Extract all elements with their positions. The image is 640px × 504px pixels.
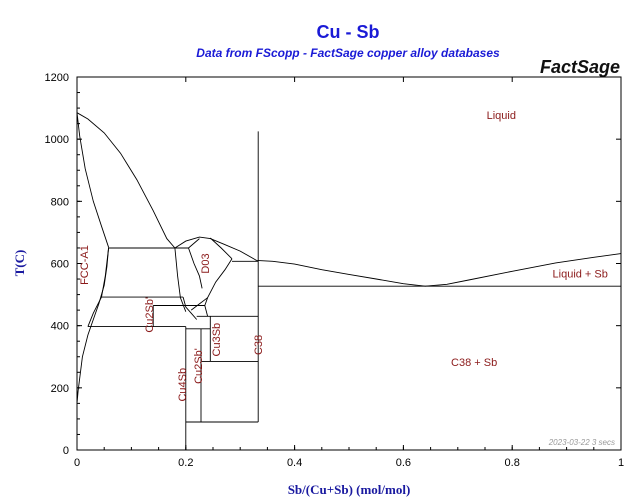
boundary-fcc-left-tail bbox=[76, 390, 79, 404]
chart-title: Cu - Sb bbox=[317, 22, 380, 42]
boundary-fcc-solidus bbox=[76, 112, 110, 248]
x-tick-label: 0.2 bbox=[178, 457, 193, 469]
factsage-logo-text: FactSage bbox=[540, 57, 620, 77]
region-label-liquid: Liquid bbox=[487, 110, 516, 122]
region-label-d03: D03 bbox=[200, 253, 212, 273]
timestamp-stamp: 2023-03-22 3 secs bbox=[548, 438, 615, 447]
y-tick-label: 0 bbox=[63, 445, 69, 457]
boundary-cu2sb-left bbox=[182, 296, 198, 320]
region-label-cu3sb: Cu3Sb bbox=[211, 323, 223, 357]
x-tick-label: 0.6 bbox=[396, 457, 411, 469]
region-label-fcc-a1: FCC-A1 bbox=[79, 245, 91, 285]
region-label-c38: C38 bbox=[253, 335, 265, 355]
x-tick-label: 1 bbox=[618, 457, 624, 469]
region-label-cu2sb-b: Cu2Sb' bbox=[193, 348, 205, 384]
boundary-fcc-vertical-right bbox=[101, 247, 110, 298]
region-label-cu2sb-a: Cu2Sb' bbox=[144, 297, 156, 333]
x-axis-ticks: 0 0.2 0.4 0.6 0.8 1 bbox=[74, 77, 624, 469]
y-tick-label: 200 bbox=[51, 383, 69, 395]
y-axis-label: T(C) bbox=[12, 250, 27, 277]
x-tick-label: 0.8 bbox=[505, 457, 520, 469]
phase-boundaries bbox=[76, 112, 622, 450]
chart-subtitle: Data from FScopp - FactSage copper alloy… bbox=[196, 46, 500, 60]
boundary-d03-left-lower bbox=[174, 247, 187, 312]
boundary-d03-right-upper bbox=[209, 237, 233, 260]
y-tick-label: 1200 bbox=[45, 72, 69, 84]
region-label-liquid-sb: Liquid + Sb bbox=[553, 268, 608, 280]
region-label-c38-sb: C38 + Sb bbox=[451, 357, 497, 369]
region-label-cu4sb: Cu4Sb bbox=[177, 368, 189, 402]
x-axis-label: Sb/(Cu+Sb) (mol/mol) bbox=[288, 482, 411, 497]
boundary-cu2sb-right bbox=[190, 297, 208, 311]
boundary-d03-left-upper bbox=[188, 238, 200, 249]
boundary-d03-mid-left bbox=[188, 247, 203, 289]
y-tick-label: 800 bbox=[51, 196, 69, 208]
x-tick-label: 0 bbox=[74, 457, 80, 469]
boundary-fcc-vertical-left bbox=[87, 296, 102, 327]
boundary-d03-right-lower bbox=[204, 258, 233, 317]
boundary-liquidus-cu-side bbox=[76, 112, 176, 249]
region-labels: Liquid Liquid + Sb C38 + Sb FCC-A1 D03 C38 Cu2… bbox=[79, 110, 608, 402]
y-tick-label: 600 bbox=[51, 259, 69, 271]
y-tick-label: 400 bbox=[51, 321, 69, 333]
y-tick-label: 1000 bbox=[45, 134, 69, 146]
y-axis-ticks: 0 200 400 600 800 1000 1200 bbox=[45, 72, 621, 457]
x-tick-label: 0.4 bbox=[287, 457, 302, 469]
plot-frame bbox=[76, 76, 622, 451]
